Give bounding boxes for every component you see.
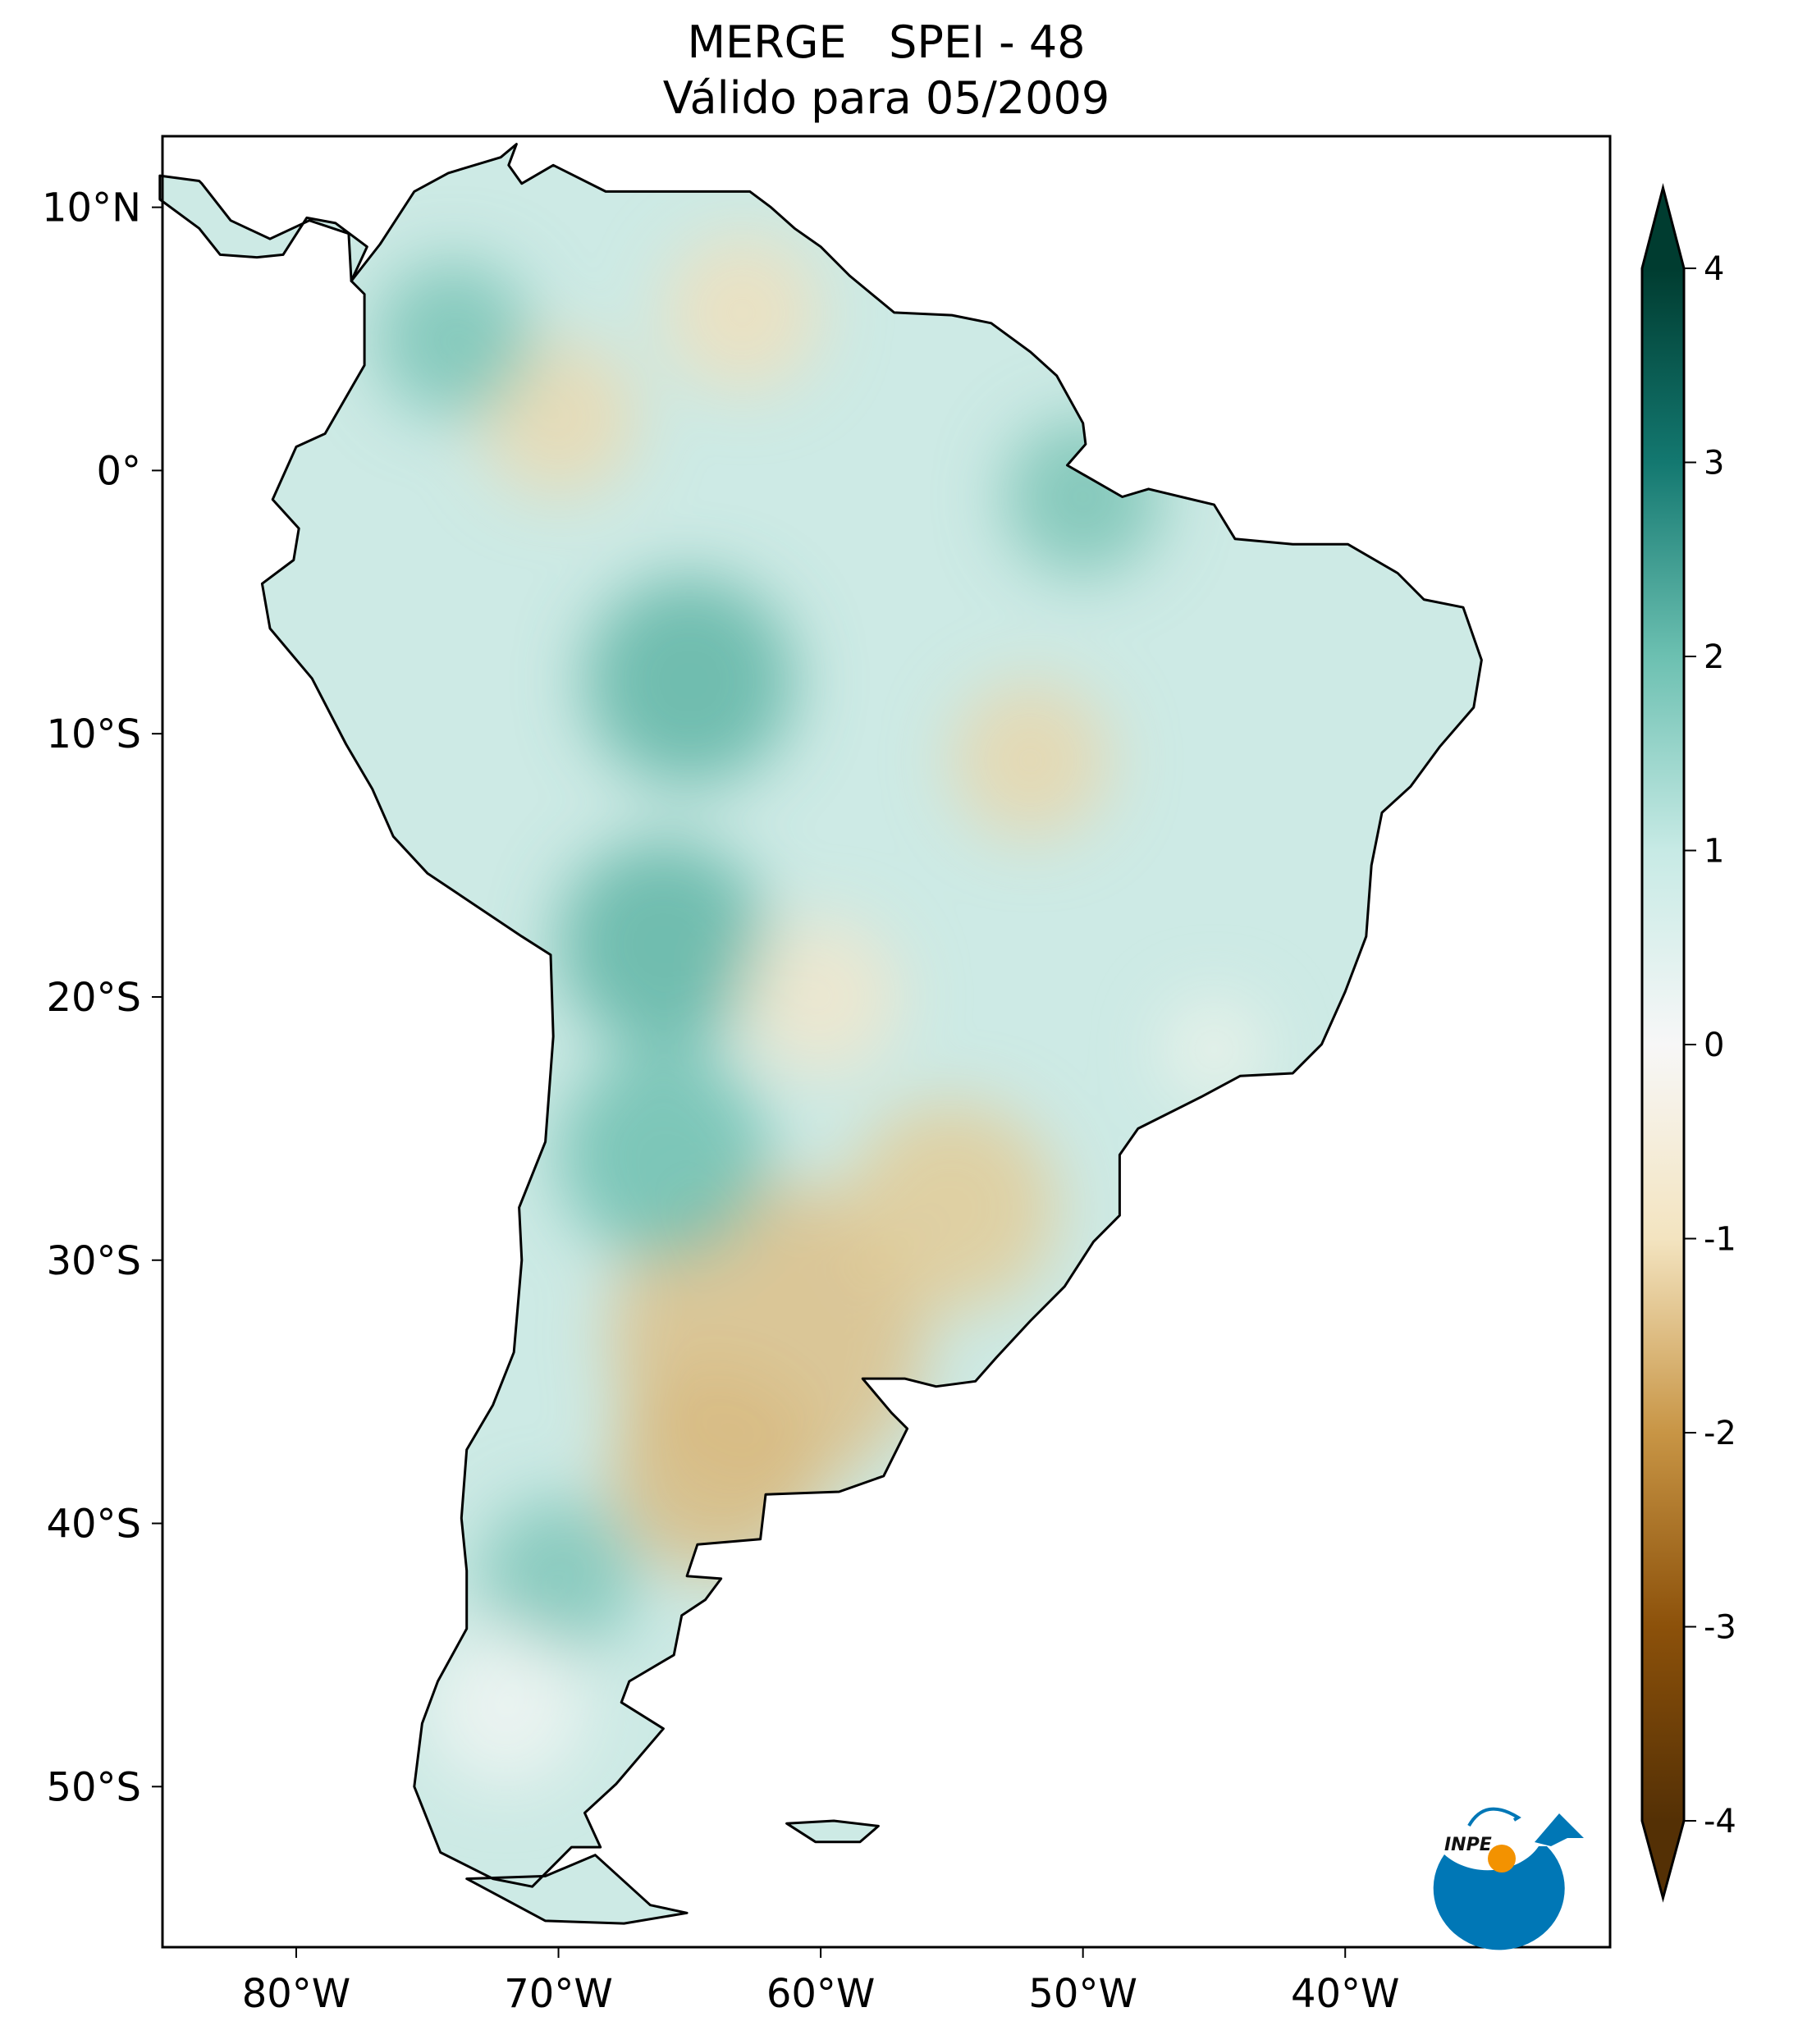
spei-anomaly-area — [558, 1049, 769, 1260]
logo-text: INPE — [1444, 1835, 1492, 1855]
y-tick-label: 50°S — [46, 1764, 141, 1810]
x-tick-label: 40°W — [1291, 1971, 1400, 2017]
x-tick-label: 50°W — [1028, 1971, 1137, 2017]
colorbar-extend-max — [1642, 188, 1684, 268]
coastline-tierra-del-fuego — [465, 1854, 689, 1925]
coastline — [158, 143, 1483, 1925]
chart-title: MERGE SPEI - 48 — [687, 16, 1086, 68]
x-tick-label: 70°W — [504, 1971, 613, 2017]
spei-anomaly-area — [427, 1629, 585, 1787]
colorbar-tick-label: -4 — [1704, 1803, 1736, 1841]
y-tick-label: 0° — [96, 448, 141, 494]
y-tick-label: 20°S — [46, 975, 141, 1021]
y-axis: 10°N 0° 10°S 20°S 30°S 40°S 50°S — [42, 185, 162, 1810]
colorbar-tick-label: -2 — [1704, 1415, 1736, 1452]
y-tick-label: 40°S — [46, 1502, 141, 1548]
spei-anomaly-area — [1004, 418, 1162, 576]
spei-anomaly-area — [846, 1102, 1057, 1313]
x-axis: 80°W 70°W 60°W 50°W 40°W — [242, 1947, 1400, 2017]
colorbar-extend-min — [1642, 1821, 1684, 1898]
spei-anomaly-area — [951, 681, 1109, 839]
colorbar-tick-label: 1 — [1704, 833, 1724, 871]
y-tick-label: 30°S — [46, 1238, 141, 1284]
inpe-logo: INPE — [1433, 1807, 1584, 1950]
coastline-falklands — [785, 1819, 880, 1844]
colorbar-tick-label: 4 — [1704, 250, 1724, 288]
x-tick-label: 80°W — [242, 1971, 351, 2017]
spei-field — [162, 144, 1482, 1924]
colorbar: 4 3 2 1 0 -1 -2 -3 -4 — [1640, 183, 1736, 1903]
colorbar-tick-label: 2 — [1704, 638, 1724, 676]
y-tick-label: 10°N — [42, 185, 141, 231]
coastline-central-america — [158, 174, 368, 282]
coastline-continent — [260, 143, 1483, 1888]
spei-anomaly-area — [479, 1497, 638, 1655]
map-frame — [161, 135, 1612, 1949]
spei-anomaly-area — [558, 839, 769, 1049]
colorbar-gradient — [1642, 268, 1684, 1821]
spei-anomaly-area — [611, 1365, 821, 1576]
chart-subtitle: Válido para 05/2009 — [662, 72, 1110, 124]
colorbar-tick-label: 0 — [1704, 1027, 1724, 1064]
colorbar-tick-label: 3 — [1704, 445, 1724, 482]
spei-anomaly-area — [663, 233, 821, 391]
spei-anomaly-area — [1161, 997, 1267, 1103]
spei-anomaly-area — [584, 576, 795, 787]
colorbar-tick-label: -3 — [1704, 1609, 1736, 1647]
spei-anomaly-area — [742, 917, 900, 1076]
x-tick-label: 60°W — [766, 1971, 876, 2017]
y-tick-label: 10°S — [46, 711, 141, 757]
colorbar-tick-label: -1 — [1704, 1221, 1736, 1259]
spei-anomaly-area — [374, 260, 533, 418]
